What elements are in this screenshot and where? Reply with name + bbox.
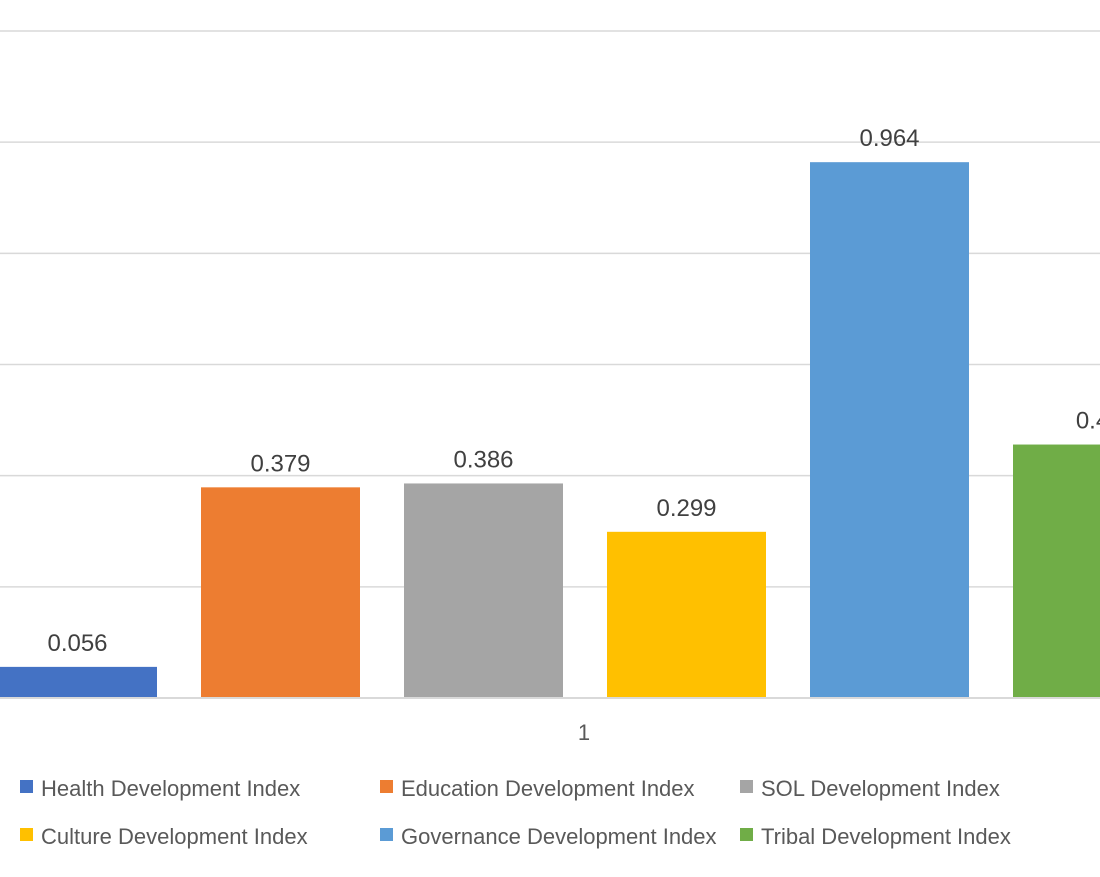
bar-sol-development-index bbox=[404, 483, 563, 698]
legend-item-education-development-index: Education Development Index bbox=[380, 776, 695, 801]
data-label-sol-development-index: 0.386 bbox=[453, 446, 513, 473]
bar-tribal-development-index bbox=[1013, 444, 1100, 698]
legend-label: Governance Development Index bbox=[401, 824, 717, 849]
bar-culture-development-index bbox=[607, 531, 766, 698]
legend-swatch bbox=[20, 828, 33, 841]
legend-swatch bbox=[740, 828, 753, 841]
legend-swatch bbox=[20, 780, 33, 793]
legend-item-culture-development-index: Culture Development Index bbox=[20, 824, 308, 849]
data-label-governance-development-index: 0.964 bbox=[859, 125, 919, 152]
legend-item-sol-development-index: SOL Development Index bbox=[740, 776, 1000, 801]
legend-label: Health Development Index bbox=[41, 776, 300, 801]
data-labels: 0.056 0.379 0.386 0.299 0.964 0.4 bbox=[47, 125, 1100, 657]
legend-item-tribal-development-index: Tribal Development Index bbox=[740, 824, 1011, 849]
legend: Health Development Index Education Develo… bbox=[20, 776, 1011, 849]
data-label-health-development-index: 0.056 bbox=[47, 630, 107, 657]
legend-label: Culture Development Index bbox=[41, 824, 308, 849]
data-label-culture-development-index: 0.299 bbox=[656, 495, 716, 522]
bars bbox=[0, 162, 1100, 699]
data-label-education-development-index: 0.379 bbox=[250, 450, 310, 477]
data-label-tribal-development-index: 0.4 bbox=[1076, 408, 1100, 435]
legend-swatch bbox=[740, 780, 753, 793]
legend-swatch bbox=[380, 780, 393, 793]
legend-label: SOL Development Index bbox=[761, 776, 1000, 801]
legend-item-governance-development-index: Governance Development Index bbox=[380, 824, 717, 849]
legend-label: Education Development Index bbox=[401, 776, 695, 801]
x-tick-label: 1 bbox=[578, 720, 590, 745]
x-axis-tick-labels: 1 bbox=[578, 720, 590, 745]
legend-label: Tribal Development Index bbox=[761, 824, 1011, 849]
bar-education-development-index bbox=[201, 487, 360, 698]
legend-item-health-development-index: Health Development Index bbox=[20, 776, 300, 801]
bar-governance-development-index bbox=[810, 162, 969, 699]
legend-swatch bbox=[380, 828, 393, 841]
bar-health-development-index bbox=[0, 666, 157, 698]
